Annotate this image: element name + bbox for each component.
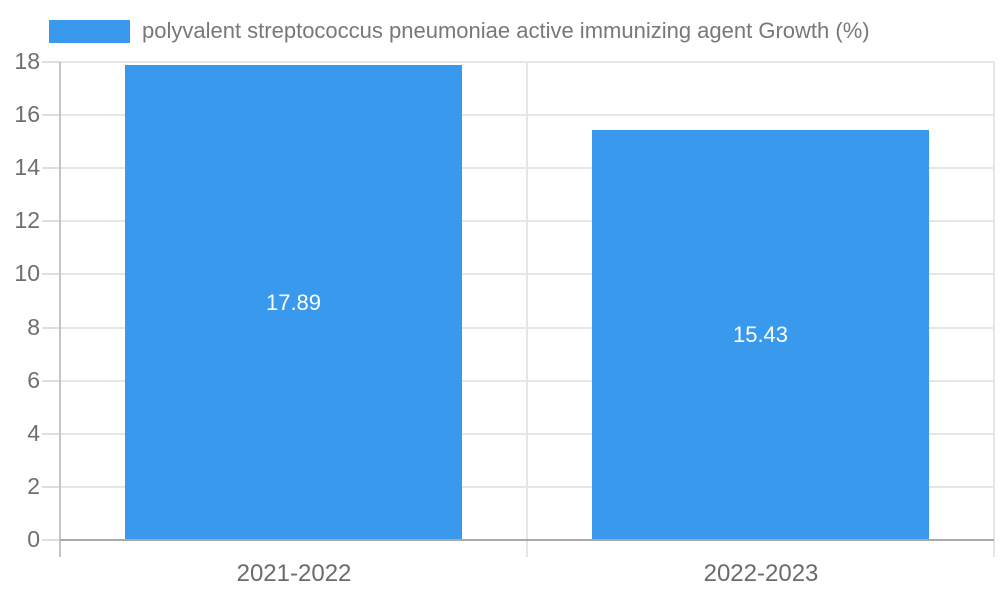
y-axis-tick-label: 8 [27,314,40,340]
y-axis-tick [42,327,60,329]
y-axis-tick [42,61,60,63]
y-axis-tick-label: 12 [14,207,40,233]
y-axis-tick [42,433,60,435]
x-axis-baseline [60,539,994,541]
y-axis-tick [42,273,60,275]
y-axis-tick [42,167,60,169]
bar-2021-2022[interactable]: 17.89 [125,65,462,540]
legend-item[interactable]: polyvalent streptococcus pneumoniae acti… [49,14,870,48]
y-axis-tick-label: 10 [14,260,40,286]
y-axis-tick-label: 4 [27,420,40,446]
y-axis-tick [42,539,60,541]
y-axis-line [59,62,61,557]
x-axis-label: 2022-2023 [703,560,819,587]
y-axis-tick [42,114,60,116]
y-axis-tick [42,220,60,222]
y-axis-tick-label: 14 [14,154,40,180]
y-axis-tick [42,486,60,488]
bar-value-label: 17.89 [265,289,322,315]
x-axis-label: 2021-2022 [236,560,352,587]
category-boundary-line [993,62,995,557]
y-axis-tick-label: 2 [27,473,40,499]
y-axis-tick [42,380,60,382]
y-axis-tick-label: 16 [14,101,40,127]
y-axis-tick-label: 18 [14,48,40,74]
bar-2022-2023[interactable]: 15.43 [592,130,929,540]
legend-label: polyvalent streptococcus pneumoniae acti… [142,18,870,43]
y-axis-tick-label: 0 [27,526,40,552]
legend-swatch [49,19,130,43]
y-axis-tick-label: 6 [27,367,40,393]
bar-value-label: 15.43 [732,322,789,347]
category-boundary-line [526,62,528,557]
